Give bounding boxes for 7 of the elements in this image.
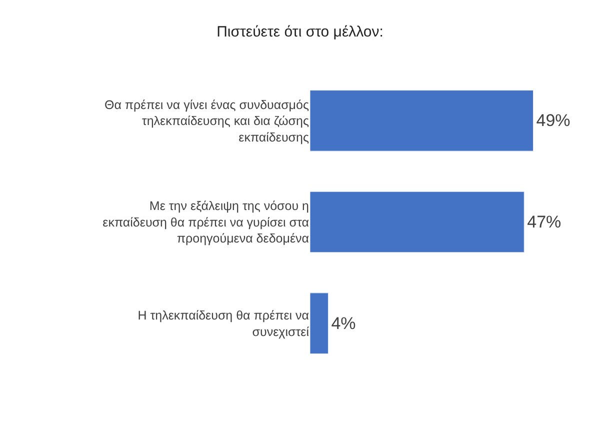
y-tick-label: Με την εξάλειψη της νόσου η εκπαίδευση θα πρέπει να γυρίσει στα προηγούμενα δεδομένα	[102, 199, 310, 246]
data-label: 49%	[536, 111, 570, 130]
data-label: 47%	[527, 212, 562, 232]
data-label: 4%	[331, 314, 356, 333]
y-tick-label: Θα πρέπει να γίνει ένας συνδυασμός τηλεκπαίδευσης και δια ζώσης εκπαίδευσης	[104, 98, 309, 144]
y-tick-label: Η τηλεκπαίδευση θα πρέπει να συνεχιστεί	[138, 308, 310, 339]
chart-title: Πιστεύετε ότι στο μέλλον:	[216, 24, 384, 41]
